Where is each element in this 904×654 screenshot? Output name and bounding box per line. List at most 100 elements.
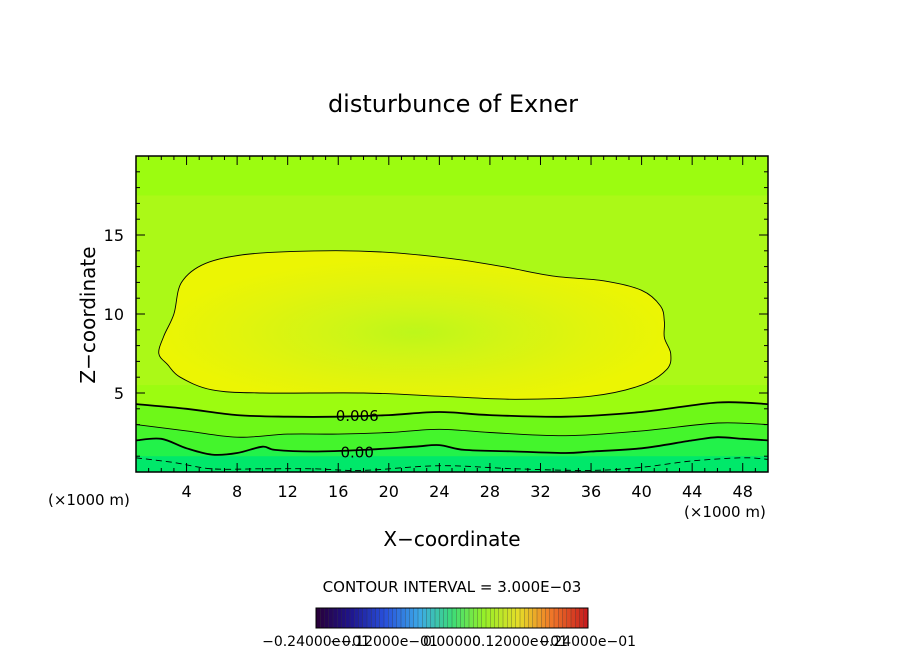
contour-line-2	[136, 401, 768, 418]
colorbar-swatch	[549, 608, 555, 628]
colorbar-label: 0.12000e−01	[472, 634, 568, 650]
colorbar-swatch	[401, 608, 406, 628]
x-unit-left: (×1000 m)	[48, 491, 130, 509]
contour-line-0	[136, 436, 768, 456]
colorbar-swatch	[477, 608, 482, 628]
colorbar-swatch	[371, 608, 376, 628]
colorbar-swatch	[409, 608, 414, 628]
contour-line-1	[136, 422, 768, 438]
colorbar-labels: −0.24000e−01−0.12000e−010.000000.12000e−…	[262, 634, 636, 650]
colorbar-swatch	[541, 608, 546, 628]
colorbar-swatch	[388, 608, 393, 628]
colorbar-swatch	[426, 608, 431, 628]
x-tick-label: 36	[581, 482, 601, 501]
colorbar-swatch	[579, 608, 584, 628]
colorbar-swatch	[575, 608, 580, 628]
colorbar-swatch	[562, 608, 567, 628]
x-tick-label: 16	[328, 482, 348, 501]
y-tick-label: 10	[104, 305, 124, 324]
colorbar-swatch	[511, 608, 516, 628]
x-tick-label: 28	[480, 482, 500, 501]
colorbar-swatch	[392, 608, 397, 628]
x-tick-label: 40	[631, 482, 651, 501]
contour-interval-label: CONTOUR INTERVAL = 3.000E−03	[323, 578, 582, 596]
colorbar-swatch	[358, 608, 363, 628]
y-axis-label: Z−coordinate	[76, 246, 100, 383]
colorbar-label: 0.24000e−01	[540, 634, 636, 650]
fill-core	[158, 250, 671, 400]
x-tick-label: 24	[429, 482, 449, 501]
colorbar-swatch	[333, 608, 338, 628]
colorbar-swatch	[418, 608, 423, 628]
colorbar-swatch	[545, 608, 550, 628]
colorbar-swatch	[558, 608, 563, 628]
x-tick-label: 12	[278, 482, 298, 501]
colorbar-swatch	[537, 608, 542, 628]
colorbar-swatch	[320, 608, 325, 628]
colorbar-swatch	[328, 608, 334, 628]
colorbar-swatch	[452, 608, 457, 628]
colorbar-swatch	[473, 608, 478, 628]
x-tick-label: 8	[232, 482, 242, 501]
colorbar-swatch	[583, 608, 589, 628]
colorbar	[315, 607, 589, 629]
chart-title: disturbunce of Exner	[328, 90, 578, 118]
x-unit-right: (×1000 m)	[684, 503, 766, 521]
colorbar-swatch	[362, 608, 368, 628]
colorbar-swatch	[498, 608, 504, 628]
colorbar-swatch	[396, 608, 402, 628]
colorbar-swatch	[481, 608, 487, 628]
colorbar-swatch	[324, 608, 329, 628]
colorbar-swatch	[413, 608, 419, 628]
colorbar-swatch	[447, 608, 453, 628]
fill-layer	[136, 156, 768, 472]
colorbar-swatch	[486, 608, 491, 628]
colorbar-swatch	[571, 608, 576, 628]
colorbar-swatch	[405, 608, 410, 628]
colorbar-swatch	[503, 608, 508, 628]
x-tick-label: 20	[379, 482, 399, 501]
x-tick-label: 4	[181, 482, 191, 501]
colorbar-swatch	[341, 608, 346, 628]
colorbar-swatch	[435, 608, 440, 628]
y-tick-label: 15	[104, 226, 124, 245]
colorbar-swatch	[554, 608, 559, 628]
colorbar-swatch	[532, 608, 538, 628]
colorbar-frame	[315, 607, 589, 629]
contour-label: 0.00	[340, 443, 373, 461]
colorbar-swatch	[524, 608, 529, 628]
colorbar-swatch	[430, 608, 436, 628]
y-tick-label: 5	[114, 384, 124, 403]
colorbar-swatch	[469, 608, 474, 628]
colorbar-swatch	[456, 608, 461, 628]
colorbar-swatch	[490, 608, 495, 628]
colorbar-swatch	[375, 608, 380, 628]
colorbar-swatch	[507, 608, 512, 628]
colorbar-swatch	[337, 608, 342, 628]
colorbar-swatch	[367, 608, 372, 628]
colorbar-label: −0.24000e−01	[262, 634, 370, 650]
colorbar-label: 0.00000	[423, 634, 481, 650]
colorbar-swatch	[422, 608, 427, 628]
colorbar-label: −0.12000e−01	[330, 634, 438, 650]
fill-band-3	[136, 456, 768, 472]
x-tick-label: 44	[682, 482, 702, 501]
colorbar-swatch	[350, 608, 355, 628]
colorbar-swatch	[566, 608, 572, 628]
contour-label: 0.006	[336, 407, 379, 425]
colorbar-swatch	[443, 608, 448, 628]
colorbar-swatch	[345, 608, 351, 628]
x-axis-label: X−coordinate	[383, 527, 520, 551]
colorbar-swatch	[379, 608, 385, 628]
colorbar-swatch	[316, 608, 321, 628]
colorbar-swatch	[464, 608, 470, 628]
colorbar-swatch	[528, 608, 533, 628]
colorbar-swatch	[515, 608, 521, 628]
colorbar-swatch	[354, 608, 359, 628]
x-tick-label: 48	[733, 482, 753, 501]
colorbar-swatch	[520, 608, 525, 628]
colorbar-swatch	[439, 608, 444, 628]
x-tick-label: 32	[530, 482, 550, 501]
contour-line-3	[158, 250, 672, 400]
